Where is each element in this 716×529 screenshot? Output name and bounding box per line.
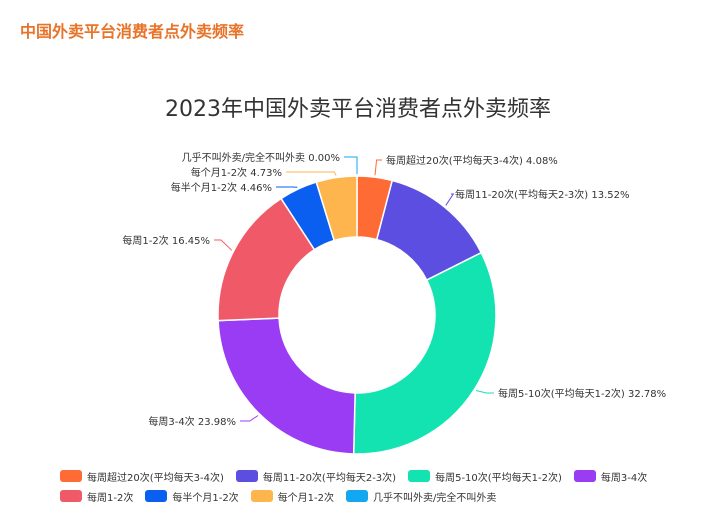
legend-label: 每个月1-2次 <box>277 492 335 504</box>
slice-5-label: 每周1-2次 16.45% <box>122 234 210 247</box>
legend-row: 每周超过20次(平均每天3-4次) 每周11-20次(平均每天2-3次) 每周5-1… <box>60 466 700 486</box>
slice-8-label: 几乎不叫外卖/完全不叫外卖 0.00% <box>182 151 340 164</box>
slice-5-leader <box>214 239 233 251</box>
donut-slices <box>217 175 497 455</box>
legend-label: 每周3-4次 <box>600 472 648 484</box>
legend-item[interactable]: 每半个月1-2次 <box>145 489 239 504</box>
legend-swatch <box>145 490 168 502</box>
legend-item[interactable]: 每周3-4次 <box>573 469 648 484</box>
page-heading: 中国外卖平台消费者点外卖频率 <box>20 22 245 41</box>
legend-label: 每周1-2次 <box>87 492 134 504</box>
chart-title: 2023年中国外卖平台消费者点外卖频率 <box>165 97 551 122</box>
legend-item[interactable]: 每周1-2次 <box>60 489 133 504</box>
slice-7 <box>315 175 358 242</box>
slice-3-label: 每周5-10次(平均每天1-2次) 32.78% <box>498 387 666 400</box>
legend-label: 每周11-20次(平均每天2-3次) <box>262 472 397 484</box>
slice-8-leader <box>344 156 358 174</box>
label-leaders <box>214 156 494 422</box>
slice-3 <box>352 251 497 455</box>
slice-7-leader <box>286 171 337 176</box>
slice-6-label: 每半个月1-2次 4.46% <box>171 181 272 194</box>
legend-swatch <box>250 490 273 502</box>
slice-4-leader <box>240 415 259 422</box>
legend-label: 每半个月1-2次 <box>172 492 239 504</box>
legend-item[interactable]: 每周5-10次(平均每天1-2次) <box>408 469 562 484</box>
chart-legend: 每周超过20次(平均每天3-4次) 每周11-20次(平均每天2-3次) 每周5-1… <box>60 466 700 506</box>
donut-chart: 2023年中国外卖平台消费者点外卖频率 每周超过20次(平均每天3-4次) 4.… <box>122 97 666 455</box>
legend-label: 每周5-10次(平均每天1-2次) <box>435 472 562 484</box>
legend-item[interactable]: 每周超过20次(平均每天3-4次) <box>60 469 224 484</box>
slice-3-leader <box>475 389 494 394</box>
slice-4-label: 每周3-4次 23.98% <box>148 415 236 428</box>
legend-item[interactable]: 每周11-20次(平均每天2-3次) <box>235 469 397 484</box>
legend-swatch <box>346 490 369 502</box>
legend-swatch <box>408 470 431 482</box>
legend-swatch <box>573 470 596 482</box>
legend-item[interactable]: 每个月1-2次 <box>250 489 335 504</box>
legend-swatch <box>60 470 82 482</box>
slice-2-leader <box>445 193 455 206</box>
legend-label: 每周超过20次(平均每天3-4次) <box>87 472 224 484</box>
legend-label: 几乎不叫外卖/完全不叫外卖 <box>373 492 497 504</box>
slice-2-label: 每周11-20次(平均每天2-3次) 13.52% <box>455 188 630 201</box>
slice-labels: 每周超过20次(平均每天3-4次) 4.08% 每周11-20次(平均每天2-3次… <box>122 151 666 428</box>
legend-item[interactable]: 几乎不叫外卖/完全不叫外卖 <box>346 489 496 504</box>
legend-swatch <box>60 490 82 502</box>
legend-swatch <box>235 470 258 482</box>
slice-1-label: 每周超过20次(平均每天3-4次) 4.08% <box>386 154 558 167</box>
legend-row: 每周1-2次 每半个月1-2次 每个月1-2次 几乎不叫外卖/完全不叫外卖 <box>60 486 700 506</box>
slice-4 <box>217 317 356 455</box>
slice-1-leader <box>374 159 382 176</box>
slice-7-label: 每个月1-2次 4.73% <box>191 166 282 179</box>
